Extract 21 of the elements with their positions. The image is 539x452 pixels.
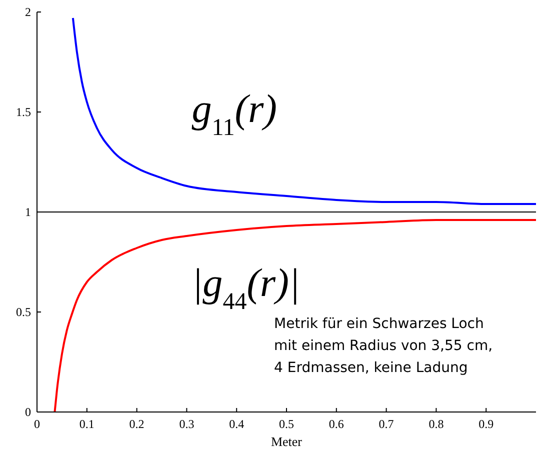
x-tick-label: 0.3 — [179, 417, 194, 431]
x-tick-label: 0.1 — [79, 417, 94, 431]
line-series — [72, 17, 536, 205]
annotation: Metrik für ein Schwarzes Loch mit einem Radius von 3,55 cm, 4 Erdmassen, keine Ladung — [274, 316, 493, 376]
series-label: g$_{11}$(r) — [192, 86, 278, 141]
y-tick-label: 1.5 — [16, 105, 31, 120]
line-series — [54, 219, 536, 412]
series-label: |g$_{44}$(r)| — [192, 260, 300, 315]
x-tick-label: 0.8 — [428, 417, 444, 431]
x-tick-label: 0.4 — [229, 417, 244, 431]
x-axis-title: Meter — [270, 434, 303, 449]
x-tick-label: 0.9 — [478, 417, 494, 431]
y-tick-label: 0 — [25, 405, 31, 420]
x-tick-label: 0 — [34, 417, 40, 431]
x-tick-label: 0.2 — [129, 417, 144, 431]
x-tick-label: 0.7 — [378, 417, 394, 431]
y-tick-label: 2 — [25, 5, 31, 20]
x-tick-label: 0.5 — [279, 417, 294, 431]
y-tick-label: 0.5 — [16, 305, 31, 320]
y-tick-label: 1 — [25, 205, 31, 220]
x-tick-label: 0.6 — [328, 417, 344, 431]
